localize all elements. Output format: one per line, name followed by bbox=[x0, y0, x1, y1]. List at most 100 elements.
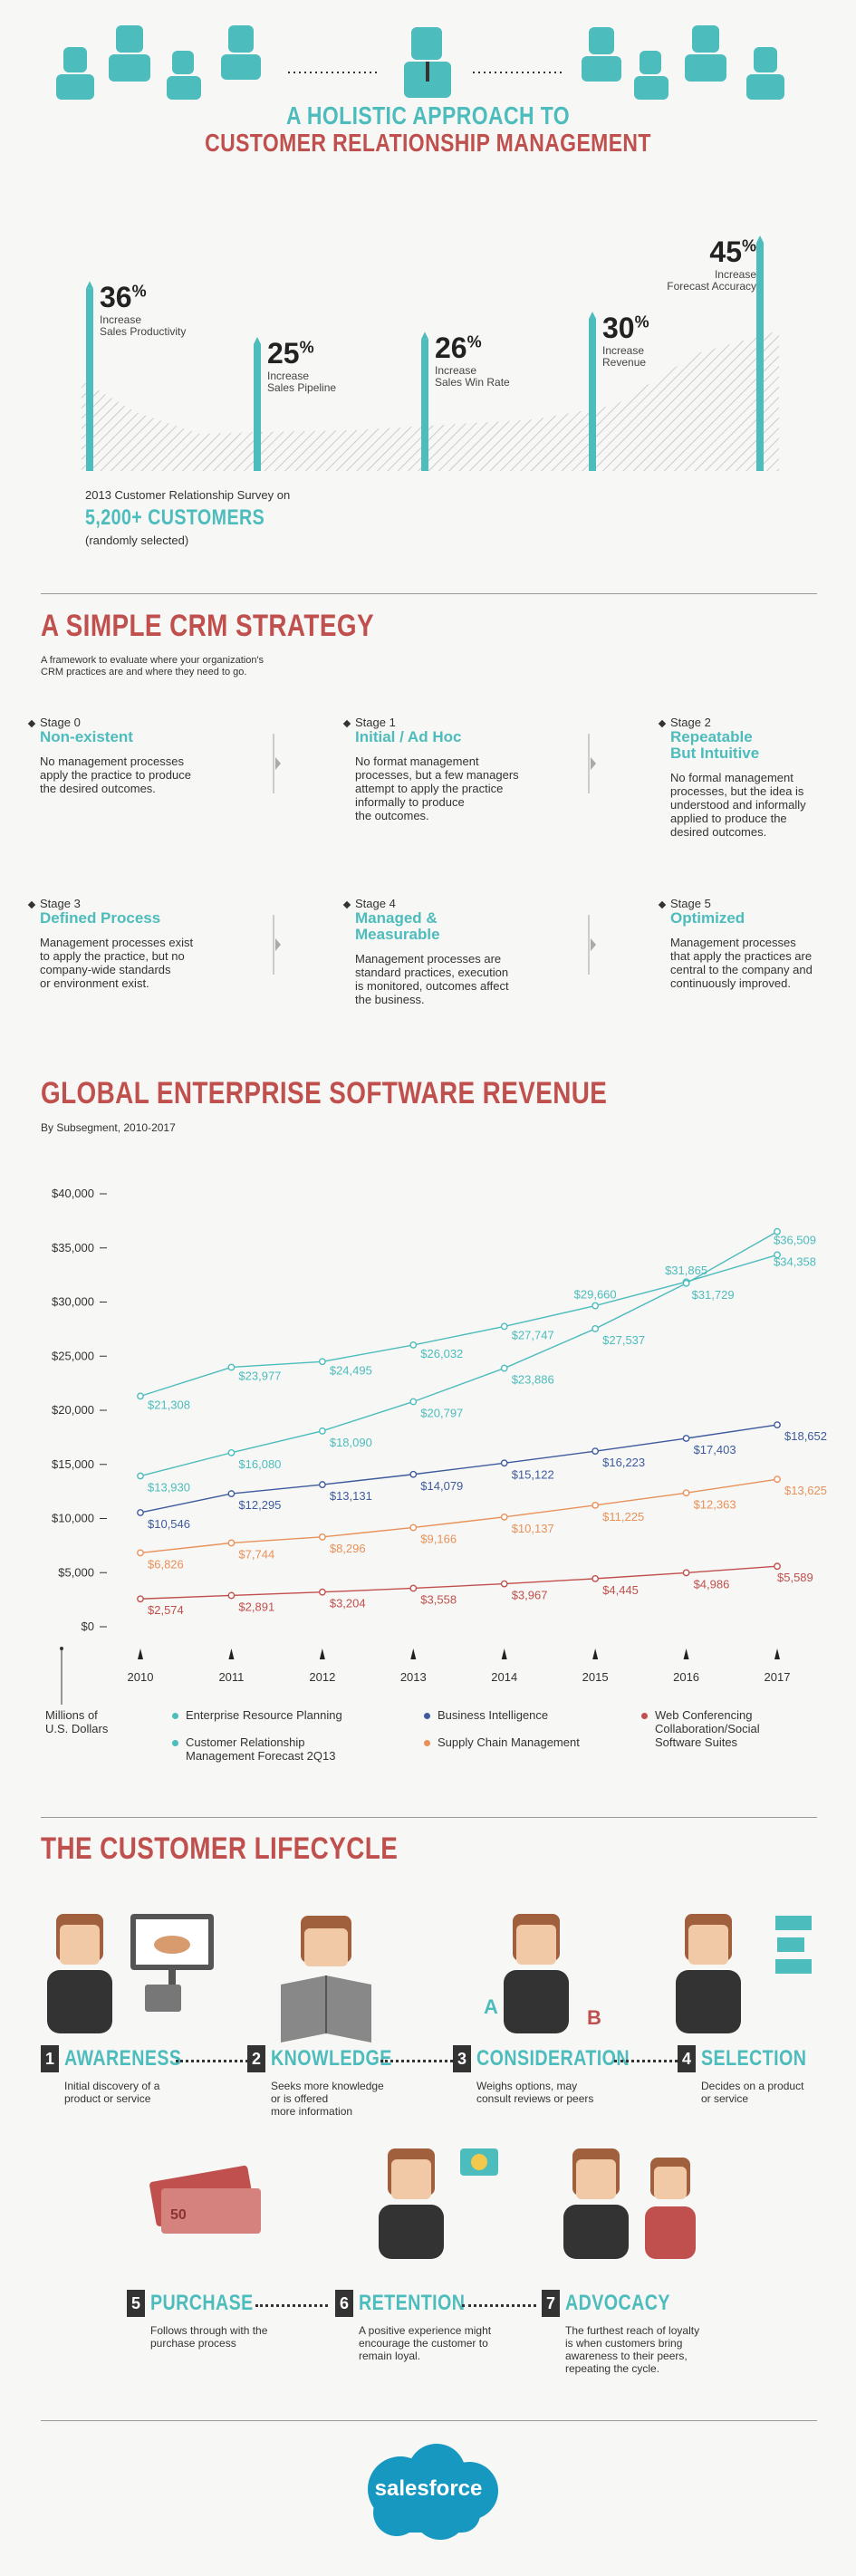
stage-card: Stage 2 Repeatable But Intuitive No formal … bbox=[658, 716, 841, 839]
person-icon bbox=[109, 25, 150, 82]
legend-scm: Supply Chain Management bbox=[424, 1735, 580, 1749]
strategy-title: A SIMPLE CRM STRATEGY bbox=[41, 609, 374, 643]
stage-desc-line: is monitored, outcomes affect bbox=[355, 979, 509, 993]
data-point bbox=[592, 1325, 600, 1332]
data-point bbox=[592, 1501, 600, 1509]
data-label: $23,977 bbox=[238, 1369, 281, 1382]
stage-desc-line: central to the company and bbox=[670, 963, 813, 976]
data-point bbox=[318, 1427, 326, 1435]
data-point bbox=[137, 1392, 144, 1400]
stage-desc-line: understood and informally bbox=[670, 798, 806, 812]
step-desc-line: or is offered bbox=[271, 2092, 329, 2105]
data-label: $18,090 bbox=[330, 1436, 372, 1449]
stat-label-line2: Sales Win Rate bbox=[435, 376, 510, 389]
stage-desc-line: company-wide standards bbox=[40, 963, 171, 976]
legend-dot bbox=[172, 1740, 178, 1747]
stage-card: Stage 5 Optimized Management processes that… bbox=[658, 897, 841, 990]
salesforce-logo[interactable]: salesforce bbox=[353, 2437, 504, 2545]
step-desc-line: A positive experience might bbox=[359, 2324, 492, 2337]
stage-card: Stage 3 Defined Process Management process… bbox=[27, 897, 210, 990]
stage-desc-line: standard practices, execution bbox=[355, 966, 509, 979]
data-point bbox=[409, 1523, 418, 1532]
units-label-line2: U.S. Dollars bbox=[45, 1722, 109, 1735]
revenue-subtitle: By Subsegment, 2010-2017 bbox=[41, 1121, 176, 1134]
stage-name-line1: Defined Process bbox=[40, 909, 161, 927]
step-desc-line: more information bbox=[271, 2105, 353, 2118]
divider bbox=[41, 593, 817, 594]
stage-number: Stage 2 bbox=[658, 716, 841, 729]
stage-number-text: Stage 2 bbox=[670, 716, 711, 729]
stat-label-line2: Sales Pipeline bbox=[267, 381, 337, 394]
data-point bbox=[409, 1398, 418, 1406]
person-icon bbox=[56, 47, 94, 100]
y-tick-label: $35,000 bbox=[52, 1241, 94, 1254]
data-point bbox=[500, 1322, 508, 1331]
diamond-bullet-icon bbox=[658, 719, 667, 727]
series-line bbox=[139, 1254, 778, 1398]
stage-desc-line: No format management bbox=[355, 755, 479, 768]
step-number-badge: 4 bbox=[678, 2045, 696, 2072]
legend-web-label1: Web Conferencing bbox=[655, 1708, 753, 1722]
stat-unit: % bbox=[131, 282, 147, 301]
data-label: $18,652 bbox=[784, 1429, 827, 1443]
data-point bbox=[682, 1435, 690, 1442]
data-label: $16,080 bbox=[238, 1457, 281, 1471]
data-label: $27,537 bbox=[602, 1333, 645, 1347]
stat-bar bbox=[86, 288, 93, 471]
data-point bbox=[592, 1447, 600, 1456]
step-desc-line: or service bbox=[701, 2092, 749, 2105]
stat-bar bbox=[254, 344, 261, 471]
person-icon bbox=[167, 51, 201, 100]
lifecycle-step: 7 ADVOCACY The furthest reach of loyalty is… bbox=[542, 2290, 723, 2375]
data-point bbox=[774, 1562, 781, 1571]
diamond-bullet-icon bbox=[342, 719, 351, 727]
data-point bbox=[318, 1533, 326, 1541]
person-icon bbox=[685, 25, 726, 82]
stat-unit: % bbox=[299, 338, 314, 357]
series-line bbox=[139, 1231, 778, 1477]
stat-label-line1: Increase bbox=[435, 364, 477, 378]
legend-bi: Business Intelligence bbox=[424, 1708, 548, 1722]
step-desc-line: is when customers bring bbox=[565, 2337, 683, 2350]
revenue-title: GLOBAL ENTERPRISE SOFTWARE REVENUE bbox=[41, 1076, 608, 1110]
stat-block: 45% Increase Forecast Accuracy bbox=[652, 235, 756, 293]
person-icon bbox=[746, 47, 784, 100]
stat-unit: % bbox=[634, 312, 649, 332]
stat-block: 26% Increase Sales Win Rate bbox=[435, 332, 539, 389]
stage-arrow-icon bbox=[587, 915, 598, 979]
stage-number: Stage 0 bbox=[27, 716, 210, 729]
stage-arrow-icon bbox=[272, 734, 283, 798]
stage-number: Stage 4 bbox=[342, 897, 525, 910]
x-tick-label: 2017 bbox=[765, 1670, 791, 1684]
stat-label-line2: Forecast Accuracy bbox=[667, 280, 756, 293]
stat-number: 25 bbox=[267, 337, 300, 370]
series-line bbox=[139, 1478, 778, 1554]
y-tick-label: $20,000 bbox=[52, 1403, 94, 1417]
data-label: $9,166 bbox=[420, 1532, 457, 1545]
data-point bbox=[682, 1489, 690, 1497]
lifecycle-illustrations-row1: A B bbox=[47, 1914, 812, 2043]
y-tick-label: $0 bbox=[82, 1620, 94, 1633]
step-desc-line: encourage the customer to bbox=[359, 2337, 488, 2350]
x-tick-marker bbox=[501, 1648, 507, 1659]
legend-dot bbox=[641, 1713, 648, 1720]
stat-label-line1: Increase bbox=[267, 370, 310, 382]
step-desc-line: repeating the cycle. bbox=[565, 2362, 660, 2375]
data-point bbox=[409, 1584, 418, 1592]
data-point bbox=[137, 1472, 144, 1480]
stage-name-line1: Initial / Ad Hoc bbox=[355, 728, 462, 745]
legend-crm-label1: Customer Relationship bbox=[186, 1735, 305, 1749]
page-title-line2: CUSTOMER RELATIONSHIP MANAGEMENT bbox=[205, 129, 651, 157]
data-label: $13,131 bbox=[330, 1489, 372, 1503]
stage-card: Stage 0 Non-existent No management process… bbox=[27, 716, 210, 795]
survey-line3: (randomly selected) bbox=[85, 533, 189, 547]
stage-desc-line: informally to produce bbox=[355, 795, 465, 809]
stage-desc-line: Management processes are bbox=[355, 952, 502, 966]
person-icon bbox=[221, 25, 261, 80]
stat-block: 36% Increase Sales Productivity bbox=[100, 281, 204, 338]
cloud-icon bbox=[368, 2444, 498, 2540]
data-label: $4,986 bbox=[694, 1577, 730, 1591]
stat-value: 26% bbox=[435, 332, 539, 365]
stage-name-line2: Measurable bbox=[355, 926, 440, 943]
data-label: $31,865 bbox=[665, 1264, 707, 1277]
